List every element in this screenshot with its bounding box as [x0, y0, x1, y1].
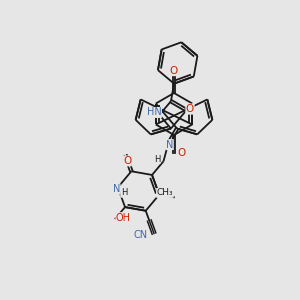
Text: HN: HN	[147, 107, 161, 118]
Text: H: H	[121, 188, 127, 197]
Text: OH: OH	[116, 213, 131, 223]
Text: CH₃: CH₃	[157, 188, 173, 197]
Text: O: O	[186, 104, 194, 114]
Text: O: O	[177, 148, 186, 158]
Text: O: O	[170, 66, 178, 76]
Text: O: O	[123, 156, 131, 166]
Text: H: H	[154, 155, 160, 164]
Text: N: N	[113, 184, 120, 194]
Text: N: N	[166, 140, 173, 150]
Text: CN: CN	[133, 230, 147, 240]
